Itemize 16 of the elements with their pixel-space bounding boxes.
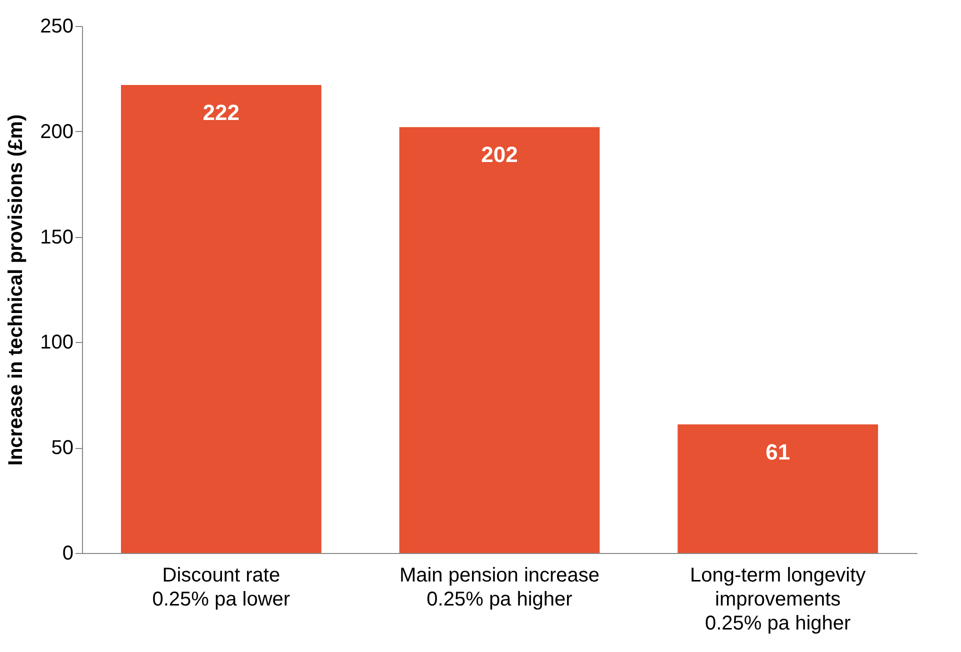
- x-tick-label: Discount rate 0.25% pa lower: [152, 564, 290, 610]
- bar: [120, 85, 322, 553]
- y-tick-label: 0: [62, 542, 74, 564]
- y-tick-label: 150: [40, 226, 74, 248]
- y-axis-title: Increase in technical provisions (£m): [5, 114, 28, 466]
- data-label: 202: [481, 142, 518, 168]
- y-tick-label: 250: [40, 16, 74, 38]
- data-label: 61: [766, 439, 790, 464]
- x-tick-label: Long-term longevity improvements 0.25% pa higher: [690, 564, 866, 634]
- y-tick-label: 200: [40, 120, 74, 143]
- bar: [399, 127, 600, 553]
- y-tick-label: 100: [40, 332, 74, 354]
- bar: [678, 424, 878, 553]
- x-tick-label: Main pension increase 0.25% pa higher: [399, 564, 600, 610]
- data-label: 222: [202, 100, 240, 126]
- y-tick-label: 50: [51, 437, 74, 460]
